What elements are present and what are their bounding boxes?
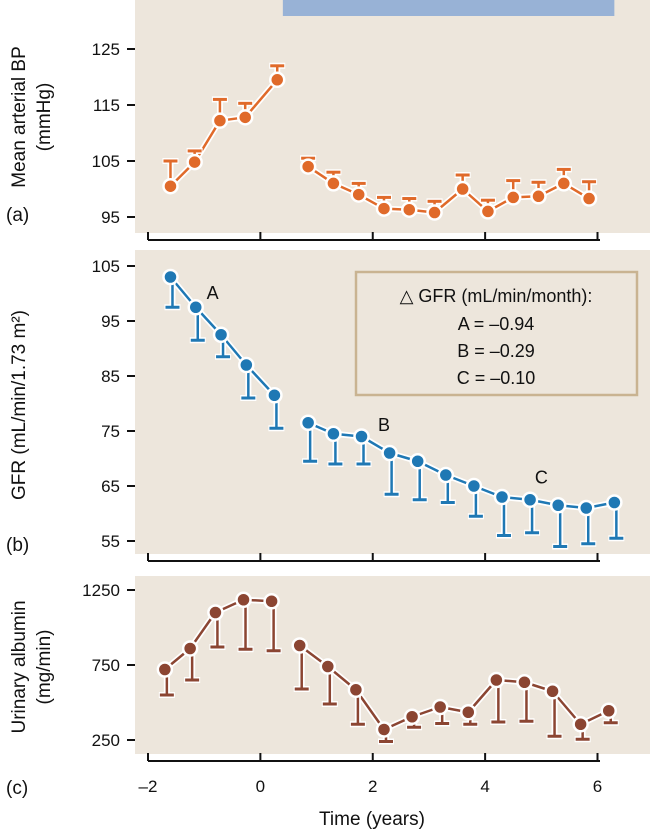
panel-a-tag: (a) — [6, 205, 29, 226]
data-point-gfr — [325, 425, 342, 442]
data-point-bp — [186, 153, 203, 171]
y-tick-label-bp: 95 — [101, 208, 120, 227]
segment-label-c: C — [535, 467, 548, 487]
data-point-bp — [268, 71, 286, 89]
y-tick-label-bp: 105 — [92, 152, 120, 171]
data-point-bp — [325, 175, 342, 192]
y-tick-label-gfr: 105 — [92, 257, 120, 276]
data-point-albumin — [460, 704, 477, 721]
data-point-albumin — [207, 604, 224, 621]
panel-b-ylabel: GFR (mL/min/1.73 m²) — [9, 310, 30, 500]
data-point-bp — [580, 190, 598, 207]
panel-a-ylabel: Mean arterial BP — [9, 46, 30, 188]
gfr-slope-a: A = –0.94 — [458, 314, 535, 334]
data-point-albumin — [403, 708, 421, 725]
data-point-bp — [454, 180, 471, 198]
data-point-bp — [479, 203, 497, 220]
data-point-albumin — [431, 698, 449, 716]
data-point-gfr — [162, 268, 179, 286]
y-tick-label-gfr: 75 — [101, 422, 120, 441]
x-tick-label: –2 — [139, 777, 158, 796]
data-point-gfr — [381, 444, 398, 462]
x-tick-label: 4 — [480, 777, 489, 796]
x-axis-title: Time (years) — [319, 809, 425, 830]
data-point-albumin — [488, 671, 505, 689]
data-point-bp — [211, 112, 229, 129]
data-point-bp — [426, 204, 443, 221]
data-point-gfr — [266, 387, 283, 404]
data-point-gfr — [465, 477, 483, 495]
data-point-albumin — [347, 681, 365, 698]
data-point-gfr — [409, 453, 426, 470]
segment-label-a: A — [207, 283, 219, 303]
x-tick-label: 6 — [593, 777, 602, 796]
panel-c-ylabel-unit: (mg/min) — [34, 630, 55, 705]
data-point-gfr — [212, 326, 230, 343]
data-point-gfr — [238, 356, 255, 374]
data-point-gfr — [187, 299, 205, 316]
panel-b-tag: (b) — [6, 535, 29, 556]
data-point-albumin — [572, 716, 589, 733]
x-tick-label: 0 — [256, 777, 265, 796]
data-point-bp — [375, 200, 393, 217]
data-point-bp — [555, 175, 573, 192]
data-point-albumin — [375, 721, 393, 738]
data-point-gfr — [353, 428, 370, 445]
data-point-albumin — [544, 683, 561, 700]
panel-a-background — [135, 0, 650, 233]
data-point-gfr — [299, 414, 317, 431]
data-point-albumin — [291, 637, 308, 654]
panel-c-tag: (c) — [6, 778, 28, 799]
segment-label-b: B — [378, 415, 390, 435]
data-point-albumin — [516, 674, 533, 691]
axes-layer: 95 105 115 125 55 65 75 85 95 105 250 750 1250 –2 0 2 4 6 — [82, 40, 602, 796]
data-point-albumin — [600, 702, 617, 719]
y-tick-label-albumin: 250 — [92, 731, 120, 750]
panel-c-ylabel: Urinary albumin — [9, 600, 30, 733]
y-tick-label-albumin: 1250 — [82, 581, 120, 600]
data-point-bp — [236, 109, 254, 126]
data-point-gfr — [578, 499, 595, 517]
data-point-bp — [350, 186, 367, 203]
data-point-bp — [504, 189, 522, 206]
y-tick-label-gfr: 55 — [101, 532, 120, 551]
data-point-gfr — [493, 488, 511, 506]
y-tick-label-bp: 115 — [93, 96, 120, 115]
y-tick-label-gfr: 65 — [101, 477, 120, 496]
x-tick-label: 2 — [368, 777, 377, 796]
gfr-slope-b: B = –0.29 — [457, 341, 535, 361]
data-point-bp — [401, 201, 418, 218]
data-point-bp — [530, 188, 547, 205]
data-point-albumin — [235, 591, 252, 608]
data-point-gfr — [521, 491, 539, 508]
data-point-gfr — [549, 497, 567, 514]
y-tick-label-bp: 125 — [92, 40, 120, 59]
y-tick-label-albumin: 750 — [92, 656, 120, 675]
data-point-bp — [162, 177, 179, 195]
treatment-period-bar — [282, 0, 615, 16]
gfr-slope-c: C = –0.10 — [457, 368, 536, 388]
data-point-albumin — [319, 658, 337, 675]
gfr-slope-box — [354, 270, 639, 397]
marks-layer: A B C — [156, 62, 625, 745]
data-point-gfr — [437, 466, 455, 484]
data-point-gfr — [606, 494, 623, 511]
data-point-albumin — [181, 640, 199, 657]
data-point-albumin — [156, 661, 174, 678]
data-point-albumin — [263, 593, 280, 610]
panel-a-ylabel-unit: (mmHg) — [34, 83, 55, 152]
data-point-bp — [299, 158, 317, 175]
y-tick-label-gfr: 85 — [101, 367, 120, 386]
gfr-slope-title: △ GFR (mL/min/month): — [400, 286, 593, 306]
y-tick-label-gfr: 95 — [101, 312, 120, 331]
